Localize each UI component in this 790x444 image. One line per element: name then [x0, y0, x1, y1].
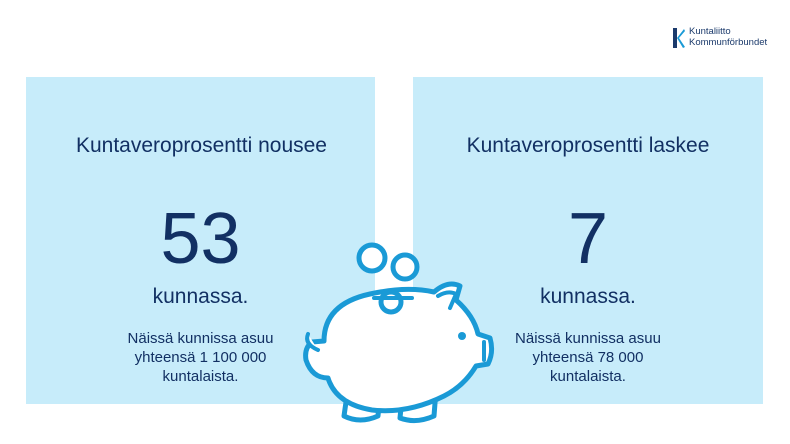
panel-title: Kuntaveroprosentti laskee: [466, 134, 710, 157]
tax-increase-panel: Kuntaveroprosentti nousee 53 kunnassa. N…: [26, 77, 375, 404]
logo-line-2: Kommunförbundet: [689, 36, 768, 48]
logo-text: Kuntaliitto Kommunförbundet: [689, 26, 768, 48]
tax-decrease-panel: Kuntaveroprosentti laskee 7 kunnassa. Nä…: [413, 77, 763, 404]
panel-title: Kuntaveroprosentti nousee: [75, 134, 327, 157]
desc-line-1: Näissä kunnissa asuu: [515, 330, 661, 347]
population-description: Näissä kunnissa asuu yhteensä 1 100 000 …: [26, 329, 375, 386]
desc-line-2: yhteensä 1 100 000: [134, 349, 267, 366]
piggy-bank-icon: [303, 242, 495, 424]
municipality-count: 53: [160, 199, 241, 279]
count-unit: kunnassa.: [152, 285, 249, 308]
coin-icon: [390, 252, 420, 282]
population-description: Näissä kunnissa asuu yhteensä 78 000 kun…: [413, 329, 763, 386]
count-unit: kunnassa.: [540, 285, 636, 308]
coin-icon: [356, 242, 388, 274]
kuntaliitto-logo-mark-icon: [673, 28, 685, 48]
logo-line-1: Kuntaliitto: [689, 26, 731, 37]
desc-line-1: Näissä kunnissa asuu: [127, 330, 274, 347]
desc-line-3: kuntalaista.: [550, 368, 626, 385]
municipality-count: 7: [567, 199, 609, 279]
desc-line-3: kuntalaista.: [162, 368, 239, 385]
kuntaliitto-logo: Kuntaliitto Kommunförbundet: [672, 26, 782, 52]
desc-line-2: yhteensä 78 000: [532, 349, 644, 366]
coin-icon: [378, 289, 404, 315]
